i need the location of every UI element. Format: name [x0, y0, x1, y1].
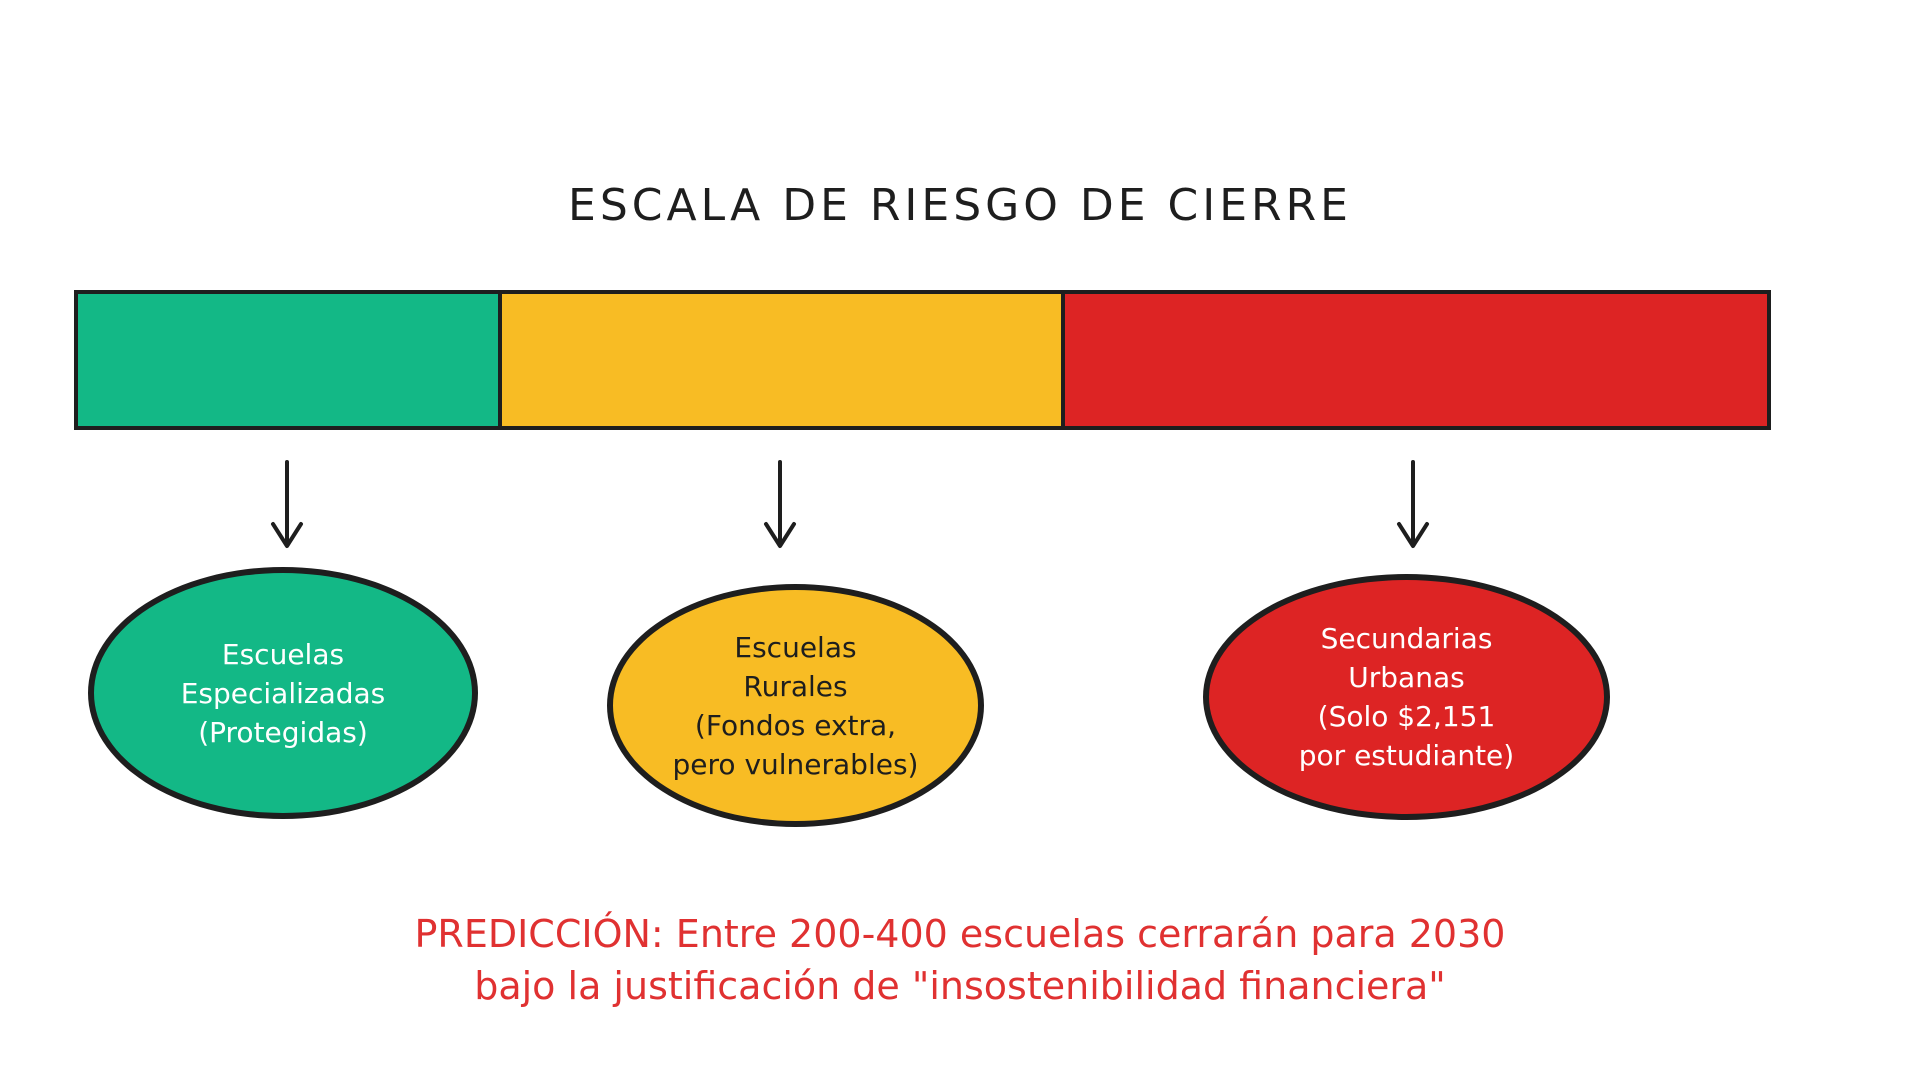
node-label: Escuelas Rurales (Fondos extra, pero vul… [673, 628, 919, 784]
node-label-line: (Protegidas) [198, 715, 368, 749]
node-label-line: pero vulnerables) [672, 747, 919, 781]
prediction-note: PREDICCIÓN: Entre 200-400 escuelas cerra… [0, 908, 1920, 1012]
node-specialized-schools: Escuelas Especializadas (Protegidas) [88, 567, 478, 819]
node-label-line: Urbanas [1348, 661, 1465, 694]
node-label: Escuelas Especializadas (Protegidas) [181, 635, 386, 752]
node-label-line: Especializadas [180, 676, 386, 710]
node-label: Secundarias Urbanas (Solo $2,151 por est… [1299, 619, 1514, 775]
scale-segment-high [1065, 294, 1767, 426]
node-rural-schools: Escuelas Rurales (Fondos extra, pero vul… [607, 584, 984, 827]
prediction-line: bajo la justificación de "insostenibilid… [474, 964, 1446, 1008]
node-label-line: Rurales [743, 669, 848, 703]
risk-scale-bar [74, 290, 1771, 430]
prediction-line: PREDICCIÓN: Entre 200-400 escuelas cerra… [414, 912, 1506, 956]
node-label-line: por estudiante) [1298, 739, 1515, 772]
scale-segment-low [78, 294, 502, 426]
node-label-line: (Solo $2,151 [1317, 700, 1496, 733]
scale-segment-medium [502, 294, 1065, 426]
node-urban-secondary-schools: Secundarias Urbanas (Solo $2,151 por est… [1203, 574, 1610, 820]
node-label-line: Escuelas [221, 637, 345, 671]
node-label-line: Secundarias [1320, 622, 1493, 655]
node-label-line: (Fondos extra, [694, 708, 897, 742]
node-label-line: Escuelas [734, 630, 857, 664]
arrow-down-icon [1397, 460, 1429, 548]
arrow-down-icon [271, 460, 303, 548]
arrow-down-icon [764, 460, 796, 548]
diagram-title: ESCALA DE RIESGO DE CIERRE [568, 180, 1352, 231]
